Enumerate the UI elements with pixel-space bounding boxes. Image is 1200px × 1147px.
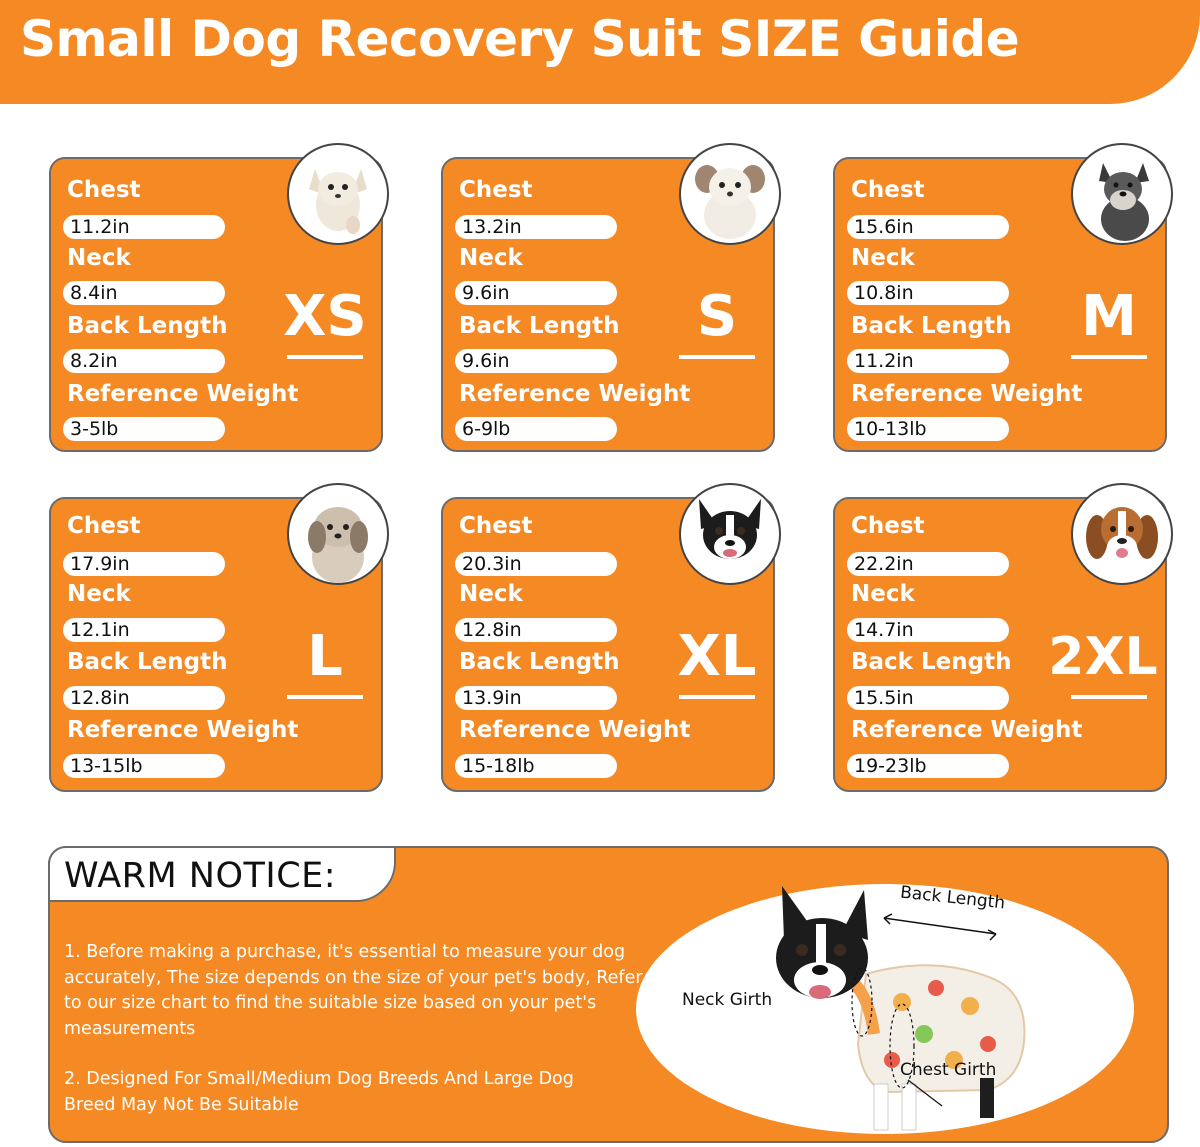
back-length-label: Back Length xyxy=(459,649,620,675)
neck-value: 9.6in xyxy=(455,281,617,305)
back-length-label: Back Length xyxy=(459,313,620,339)
back-length-value: 13.9in xyxy=(455,686,617,710)
maltese-photo-icon xyxy=(679,143,781,245)
chest-value: 15.6in xyxy=(847,215,1009,239)
reference-weight-value: 19-23lb xyxy=(847,754,1009,778)
notice-title: WARM NOTICE: xyxy=(64,856,337,896)
warm-notice-panel: WARM NOTICE: 1. Before making a purchase… xyxy=(48,846,1169,1143)
size-underline xyxy=(287,355,363,359)
reference-weight-label: Reference Weight xyxy=(67,381,299,407)
size-card-2xl: Chest 22.2in Neck 14.7in Back Length 15.… xyxy=(833,483,1173,792)
chest-label: Chest xyxy=(67,177,141,203)
neck-value: 8.4in xyxy=(63,281,225,305)
size-label: S xyxy=(696,284,738,349)
size-label: 2XL xyxy=(1048,627,1158,687)
back-length-label: Back Length xyxy=(67,313,228,339)
neck-label: Neck xyxy=(851,581,915,607)
reference-weight-value: 15-18lb xyxy=(455,754,617,778)
chest-value: 11.2in xyxy=(63,215,225,239)
back-length-value: 12.8in xyxy=(63,686,225,710)
size-card-l: Chest 17.9in Neck 12.1in Back Length 12.… xyxy=(49,483,389,792)
reference-weight-value: 6-9lb xyxy=(455,417,617,441)
neck-value: 10.8in xyxy=(847,281,1009,305)
back-length-value: 9.6in xyxy=(455,349,617,373)
back-length-value: 11.2in xyxy=(847,349,1009,373)
boston-terrier-photo-icon xyxy=(679,483,781,585)
chest-label: Chest xyxy=(851,177,925,203)
chihuahua-photo-icon xyxy=(287,143,389,245)
size-label: XS xyxy=(283,284,367,349)
size-card-s: Chest 13.2in Neck 9.6in Back Length 9.6i… xyxy=(441,143,781,452)
back-length-value: 8.2in xyxy=(63,349,225,373)
measurement-diagram: Back Length Neck Girth Chest Girth xyxy=(636,883,1134,1134)
reference-weight-label: Reference Weight xyxy=(851,717,1083,743)
reference-weight-label: Reference Weight xyxy=(459,381,691,407)
reference-weight-label: Reference Weight xyxy=(459,717,691,743)
size-card-xl: Chest 20.3in Neck 12.8in Back Length 13.… xyxy=(441,483,781,792)
notice-item-2: 2. Designed For Small/Medium Dog Breeds … xyxy=(64,1069,574,1115)
neck-value: 12.8in xyxy=(455,618,617,642)
neck-girth-diagram-label: Neck Girth xyxy=(682,990,773,1010)
neck-label: Neck xyxy=(459,581,523,607)
neck-value: 14.7in xyxy=(847,618,1009,642)
neck-label: Neck xyxy=(67,581,131,607)
chest-label: Chest xyxy=(67,513,141,539)
reference-weight-value: 13-15lb xyxy=(63,754,225,778)
chest-girth-diagram-label: Chest Girth xyxy=(900,1060,997,1080)
chest-value: 13.2in xyxy=(455,215,617,239)
size-underline xyxy=(679,695,755,699)
reference-weight-value: 10-13lb xyxy=(847,417,1009,441)
neck-label: Neck xyxy=(67,245,131,271)
size-label: M xyxy=(1081,284,1137,349)
size-card-m: Chest 15.6in Neck 10.8in Back Length 11.… xyxy=(833,143,1173,452)
reference-weight-value: 3-5lb xyxy=(63,417,225,441)
chest-value: 17.9in xyxy=(63,552,225,576)
shih-tzu-photo-icon xyxy=(287,483,389,585)
neck-label: Neck xyxy=(459,245,523,271)
notice-tab: WARM NOTICE: xyxy=(48,846,396,902)
page-title: Small Dog Recovery Suit SIZE Guide xyxy=(20,10,1020,68)
notice-item-1: 1. Before making a purchase, it's essent… xyxy=(64,942,643,1039)
neck-value: 12.1in xyxy=(63,618,225,642)
chest-value: 22.2in xyxy=(847,552,1009,576)
back-length-label: Back Length xyxy=(851,649,1012,675)
chest-label: Chest xyxy=(459,513,533,539)
reference-weight-label: Reference Weight xyxy=(67,717,299,743)
title-banner: Small Dog Recovery Suit SIZE Guide xyxy=(0,0,1200,104)
size-underline xyxy=(1071,355,1147,359)
size-label: XL xyxy=(677,624,757,689)
back-length-value: 15.5in xyxy=(847,686,1009,710)
size-underline xyxy=(287,695,363,699)
back-length-label: Back Length xyxy=(851,313,1012,339)
neck-label: Neck xyxy=(851,245,915,271)
size-underline xyxy=(679,355,755,359)
chest-label: Chest xyxy=(851,513,925,539)
reference-weight-label: Reference Weight xyxy=(851,381,1083,407)
size-underline xyxy=(1071,695,1147,699)
dog-in-suit-icon xyxy=(776,886,1026,1131)
chest-value: 20.3in xyxy=(455,552,617,576)
chest-label: Chest xyxy=(459,177,533,203)
size-card-xs: Chest 11.2in Neck 8.4in Back Length 8.2i… xyxy=(49,143,389,452)
size-label: L xyxy=(307,624,343,689)
beagle-photo-icon xyxy=(1071,483,1173,585)
schnauzer-photo-icon xyxy=(1071,143,1173,245)
back-length-label: Back Length xyxy=(67,649,228,675)
